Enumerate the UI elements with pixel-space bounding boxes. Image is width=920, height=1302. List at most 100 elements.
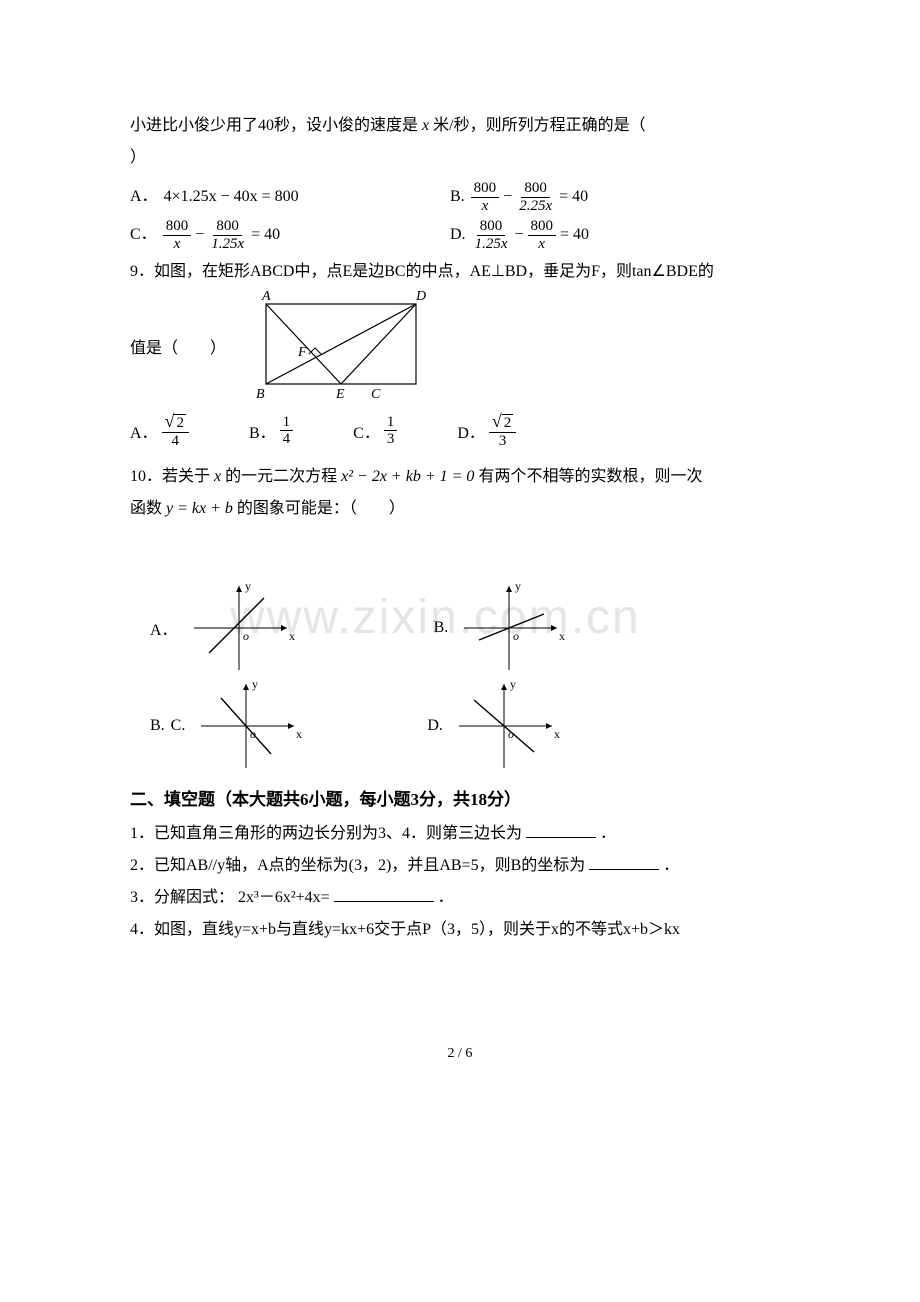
frac: 800 x [471,180,500,214]
rhs: = 40 [559,184,588,210]
minus: − [195,222,204,248]
axis-x-label: x [296,727,302,741]
den: 1.25x [208,236,247,253]
label-D: D [415,289,426,304]
text: 10．若关于 [130,468,210,485]
num: 800 [477,218,506,236]
text: 的一元二次方程 [225,468,337,485]
num: 1 [384,414,398,432]
frac: 800 2.25x [516,180,555,214]
den: 2.25x [516,198,555,215]
rhs: = 40 [560,222,589,248]
den: 3 [496,433,510,450]
var-x: x [214,468,225,485]
q8-intro-close: ） [130,142,790,174]
text: 小进比小俊少用了40秒，设小俊的速度是 [130,117,418,134]
rhs: = 40 [251,222,280,248]
q8-opt-a: A． 4×1.25x − 40x = 800 [130,180,450,214]
num: 800 [521,180,550,198]
q8-opt-c: C． 800 x − 800 1.25x = 40 [130,218,450,252]
axis-x-label: x [554,727,560,741]
q10-line1: 10．若关于 x 的一元二次方程 x² − 2x + kb + 1 = 0 有两… [130,461,790,493]
label-F: F [297,345,307,360]
q10-row1: A． x y o B. x y o [150,583,790,673]
q10-opt-a: A． x y o [150,583,294,673]
den: x [535,236,548,253]
blank [334,886,434,902]
var-x: x [422,117,429,134]
text: ． [600,825,616,842]
label-B: B [256,387,265,402]
minus: − [514,222,523,248]
q10-opt-b-top: B. x y o [434,583,565,673]
axes-graph: x y o [449,681,559,771]
q9-figure: A D B C E F [246,294,446,404]
q10-opt-c: B. C. x y o [150,681,301,771]
fill-q3: 3．分解因式： 2x³－6x²+4x= ． [130,882,790,914]
den: x [479,198,492,215]
eq2: y = kx + b [166,500,233,517]
q10-line2: 函数 y = kx + b 的图象可能是：（ ） [130,493,790,525]
opt-label: B． [249,419,276,443]
opt-label: B. [450,184,465,210]
eq: x² − 2x + kb + 1 = 0 [341,468,474,485]
opt-label: D. [427,717,443,735]
opt-eq: 4×1.25x − 40x = 800 [164,184,299,210]
q10-opt-d: D. x y o [427,681,559,771]
opt-label-b2: B. [150,717,165,735]
page-footer: 2 / 6 [130,1046,790,1062]
text: 的图象可能是：（ ） [237,500,405,517]
num: 2 [174,414,186,432]
frac: 800 1.25x [472,218,511,252]
label-E: E [335,387,345,402]
minus: − [503,184,512,210]
axis-y-label: y [245,579,251,593]
text: 函数 [130,500,162,517]
opt-label: C． [353,419,380,443]
fill-q4: 4．如图，直线y=x+b与直线y=kx+6交于点P（3，5），则关于x的不等式x… [130,914,790,946]
text: 1．已知直角三角形的两边长分别为3、4．则第三边长为 [130,825,522,842]
num: 800 [528,218,557,236]
q8-intro: 小进比小俊少用了40秒，设小俊的速度是 x 米/秒，则所列方程正确的是（ [130,110,790,142]
text: ． [663,857,679,874]
q9-opt-a: A． √2 4 [130,412,189,449]
q8-opt-d: D. 800 1.25x − 800 x = 40 [450,218,589,252]
den: 4 [169,433,183,450]
opt-label: C. [171,717,186,735]
axis-y-label: y [252,677,258,691]
axes-graph: x y o [184,583,294,673]
q9-opt-c: C． 1 3 [353,414,397,448]
frac: 800 x [528,218,557,252]
fill-q1: 1．已知直角三角形的两边长分别为3、4．则第三边长为 ． [130,818,790,850]
text: ． [438,889,454,906]
label-C: C [371,387,381,402]
num: 800 [213,218,242,236]
num: 1 [280,414,294,432]
opt-label: D. [450,222,466,248]
section2-heading: 二、填空题（本大题共6小题，每小题3分，共18分） [130,785,790,810]
opt-label: A． [130,419,158,443]
opt-label: A． [150,616,178,640]
den: x [171,236,184,253]
blank [526,822,596,838]
fill-q2: 2．已知AB//y轴，A点的坐标为(3，2)，并且AB=5，则B的坐标为 ． [130,850,790,882]
den: 3 [384,431,398,448]
frac: 800 1.25x [208,218,247,252]
q9-opt-b: B． 1 4 [249,414,293,448]
origin-label: o [243,629,249,643]
q8-opts-row1: A． 4×1.25x − 40x = 800 B. 800 x − 800 2.… [130,180,790,214]
blank [589,854,659,870]
q8-opts-row2: C． 800 x − 800 1.25x = 40 D. 800 1.25x −… [130,218,790,252]
opt-label: B. [434,619,449,637]
text: 3．分解因式： [130,889,234,906]
num: 800 [471,180,500,198]
den: 4 [280,431,294,448]
q8-opt-b: B. 800 x − 800 2.25x = 40 [450,180,588,214]
text: 米/秒，则所列方程正确的是（ [433,117,645,134]
q9-opt-d: D． √2 3 [457,412,516,449]
q9-opts: A． √2 4 B． 1 4 C． 1 3 D． √2 3 [130,412,790,449]
q10-row2: B. C. x y o D. x y o [150,681,790,771]
axis-x-label: x [289,629,295,643]
opt-label: D． [457,419,485,443]
q9-text: 9．如图，在矩形ABCD中，点E是边BC的中点，AE⊥BD，垂足为F，则tan∠… [130,256,790,288]
